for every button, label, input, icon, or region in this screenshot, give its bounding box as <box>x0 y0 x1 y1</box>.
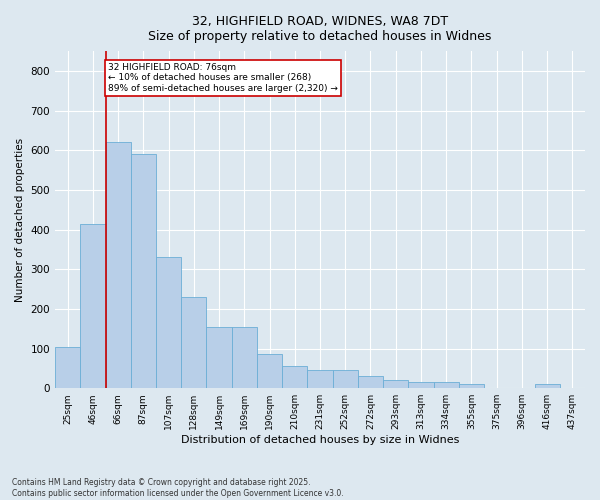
Text: Contains HM Land Registry data © Crown copyright and database right 2025.
Contai: Contains HM Land Registry data © Crown c… <box>12 478 344 498</box>
Text: 32 HIGHFIELD ROAD: 76sqm
← 10% of detached houses are smaller (268)
89% of semi-: 32 HIGHFIELD ROAD: 76sqm ← 10% of detach… <box>108 63 338 93</box>
Bar <box>332 370 358 388</box>
Bar <box>383 380 409 388</box>
Bar <box>434 382 459 388</box>
Bar <box>181 297 206 388</box>
Bar <box>55 346 80 388</box>
Title: 32, HIGHFIELD ROAD, WIDNES, WA8 7DT
Size of property relative to detached houses: 32, HIGHFIELD ROAD, WIDNES, WA8 7DT Size… <box>148 15 492 43</box>
Bar <box>307 370 332 388</box>
Bar <box>156 258 181 388</box>
Bar <box>535 384 560 388</box>
Y-axis label: Number of detached properties: Number of detached properties <box>15 138 25 302</box>
Bar <box>106 142 131 388</box>
Bar <box>358 376 383 388</box>
Bar <box>459 384 484 388</box>
Bar <box>131 154 156 388</box>
Bar <box>206 326 232 388</box>
Bar <box>80 224 106 388</box>
Bar <box>232 326 257 388</box>
Bar <box>257 354 282 388</box>
Bar <box>409 382 434 388</box>
X-axis label: Distribution of detached houses by size in Widnes: Distribution of detached houses by size … <box>181 435 459 445</box>
Bar <box>282 366 307 388</box>
